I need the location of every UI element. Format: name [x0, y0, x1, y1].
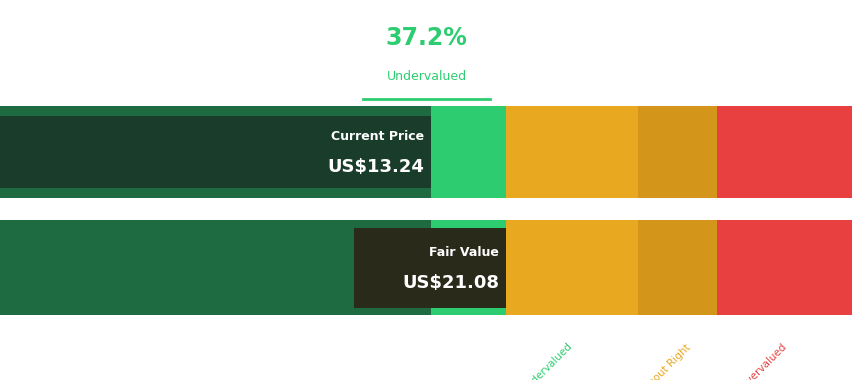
Text: Current Price: Current Price: [331, 130, 423, 143]
Bar: [430, 106, 505, 198]
Bar: [354, 228, 505, 308]
Text: US$21.08: US$21.08: [401, 274, 498, 292]
Text: US$13.24: US$13.24: [326, 158, 423, 176]
Bar: [716, 106, 852, 198]
Bar: [0, 116, 430, 188]
Text: Fair Value: Fair Value: [429, 246, 498, 259]
Bar: [430, 220, 505, 315]
Bar: [716, 220, 852, 315]
Bar: [637, 220, 716, 315]
Bar: [0, 106, 430, 198]
Text: 20% Overvalued: 20% Overvalued: [720, 342, 788, 380]
Bar: [0, 220, 430, 315]
Text: 20% Undervalued: 20% Undervalued: [501, 342, 573, 380]
Text: Undervalued: Undervalued: [386, 70, 466, 82]
Bar: [637, 106, 716, 198]
Text: About Right: About Right: [642, 342, 692, 380]
Bar: [505, 220, 637, 315]
Bar: [505, 106, 637, 198]
Text: 37.2%: 37.2%: [385, 26, 467, 50]
